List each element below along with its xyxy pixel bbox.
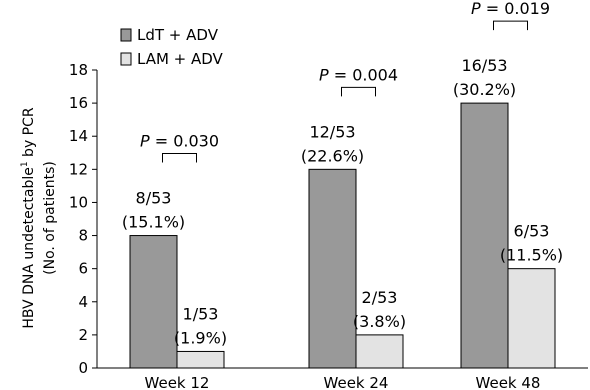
- y-tick-label: 18: [69, 61, 88, 79]
- data-label-count: 2/53: [362, 288, 398, 307]
- x-tick-label: Week 48: [476, 374, 541, 390]
- y-tick-label: 4: [78, 293, 88, 311]
- p-value-label: P = 0.019: [471, 0, 550, 18]
- bar-lam-adv: [507, 268, 556, 369]
- bar-lam-adv: [355, 334, 404, 369]
- p-value-bracket: [493, 20, 528, 31]
- data-label-count: 1/53: [183, 304, 219, 323]
- y-tick-label: 16: [69, 94, 88, 112]
- data-label-percent: (15.1%): [122, 213, 185, 232]
- p-value-label: P = 0.004: [319, 65, 398, 84]
- legend-swatch-ldt: [120, 28, 132, 42]
- x-tick-label: Week 24: [324, 374, 389, 390]
- data-label-count: 12/53: [309, 122, 355, 141]
- data-label-percent: (22.6%): [301, 146, 364, 165]
- x-tick-label: Week 12: [145, 374, 210, 390]
- p-value-label: P = 0.030: [140, 132, 219, 151]
- p-value-bracket: [341, 86, 376, 97]
- data-label-count: 6/53: [514, 222, 550, 241]
- y-tick-label: 6: [78, 260, 88, 278]
- bar-ldt-adv: [129, 235, 178, 369]
- data-label-percent: (1.9%): [174, 328, 227, 347]
- y-tick-label: 8: [78, 227, 88, 245]
- data-label-percent: (30.2%): [453, 80, 516, 99]
- y-tick-label: 10: [69, 193, 88, 211]
- y-tick-label: 0: [78, 359, 88, 377]
- legend-label-ldt: LdT + ADV: [137, 26, 219, 44]
- y-axis-title: HBV DNA undetectable1 by PCR: [20, 107, 37, 329]
- bar-ldt-adv: [460, 102, 509, 369]
- legend-label-lam: LAM + ADV: [137, 50, 224, 68]
- plot-area: 0 2 4 6 8 10 12 14 16 18 8/53 (15.1%) 1/53 (1.9%) Week…: [69, 0, 588, 390]
- bar-ldt-adv: [308, 168, 357, 369]
- data-label-percent: (3.8%): [353, 312, 406, 331]
- legend-swatch-lam: [120, 52, 132, 66]
- y-tick-label: 12: [69, 160, 88, 178]
- data-label-count: 16/53: [461, 56, 507, 75]
- y-axis-subtitle: (No. of patients): [42, 161, 58, 275]
- p-value-bracket: [162, 153, 197, 163]
- legend: LdT + ADV LAM + ADV: [120, 26, 224, 68]
- bar-lam-adv: [176, 350, 225, 369]
- y-tick-label: 2: [78, 326, 88, 344]
- y-tick-label: 14: [69, 127, 88, 145]
- data-label-percent: (11.5%): [500, 246, 563, 265]
- data-label-count: 8/53: [136, 189, 172, 208]
